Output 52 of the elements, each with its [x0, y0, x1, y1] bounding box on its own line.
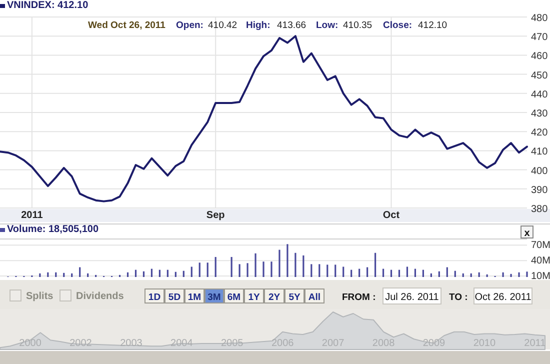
- y-tick-label: 390: [531, 184, 548, 196]
- y-tick-label: 400: [531, 166, 548, 177]
- y-tick-label: 10M: [531, 270, 550, 282]
- range-button: 6M: [224, 288, 244, 304]
- text: Splits: [26, 291, 54, 302]
- x-tick-label: 2003: [120, 338, 143, 349]
- y-tick-label: 460: [531, 51, 548, 62]
- x-tick-label: Sep: [206, 210, 225, 221]
- y-tick-label: 430: [531, 108, 548, 120]
- annotation: 413.66: [277, 20, 306, 31]
- annotation: Close:: [383, 20, 412, 31]
- y-tick-label: 420: [531, 128, 548, 139]
- y-tick-label: 470: [531, 32, 548, 44]
- text: Dividends: [76, 291, 124, 302]
- text: TO :: [449, 292, 468, 303]
- annotation: Low:: [316, 20, 338, 31]
- range-button: 1Y: [244, 288, 264, 304]
- x-tick-label: 2004: [170, 338, 194, 349]
- legend-label: Volume: 18,505,100: [7, 224, 99, 235]
- range-button: 3M: [204, 288, 224, 304]
- range-button: 1M: [184, 288, 204, 304]
- annotation: High:: [246, 20, 270, 31]
- range-button: 2Y: [264, 288, 284, 304]
- annotation: 410.42: [208, 20, 238, 31]
- range-button: 1D: [144, 288, 164, 304]
- x-tick-label: 2000: [19, 338, 42, 349]
- x-tick-label: Oct: [382, 210, 400, 221]
- x-tick-label: 2011: [21, 210, 44, 221]
- y-tick-label: 380: [531, 204, 548, 215]
- range-button: All: [304, 288, 324, 304]
- annotation: x: [524, 228, 530, 239]
- annotation: Wed Oct 26, 2011: [88, 20, 166, 31]
- x-tick-label: 2002: [70, 338, 92, 349]
- y-tick-label: 410: [531, 146, 548, 158]
- x-tick-label: 2009: [422, 338, 446, 349]
- y-tick-label: 440: [531, 89, 548, 100]
- annotation: Open:: [176, 20, 204, 31]
- range-button: 5D: [164, 288, 184, 304]
- y-tick-label: 40M: [531, 256, 550, 267]
- annotation: 410.35: [343, 20, 372, 31]
- range-button: 5Y: [284, 288, 304, 304]
- legend-label: VNINDEX: 412.10: [7, 0, 89, 11]
- date-field: Jul 26. 2011: [382, 288, 442, 304]
- y-tick-label: 450: [531, 70, 548, 82]
- close-button: x: [520, 226, 534, 239]
- text: FROM :: [342, 292, 376, 303]
- line-series: [0, 35, 528, 202]
- x-tick-label: 2005: [221, 338, 244, 349]
- date-field: Oct 26. 2011: [474, 288, 532, 304]
- y-tick-label: 70M: [531, 240, 550, 252]
- y-tick-label: 480: [531, 13, 548, 24]
- annotation: 412.10: [418, 20, 448, 31]
